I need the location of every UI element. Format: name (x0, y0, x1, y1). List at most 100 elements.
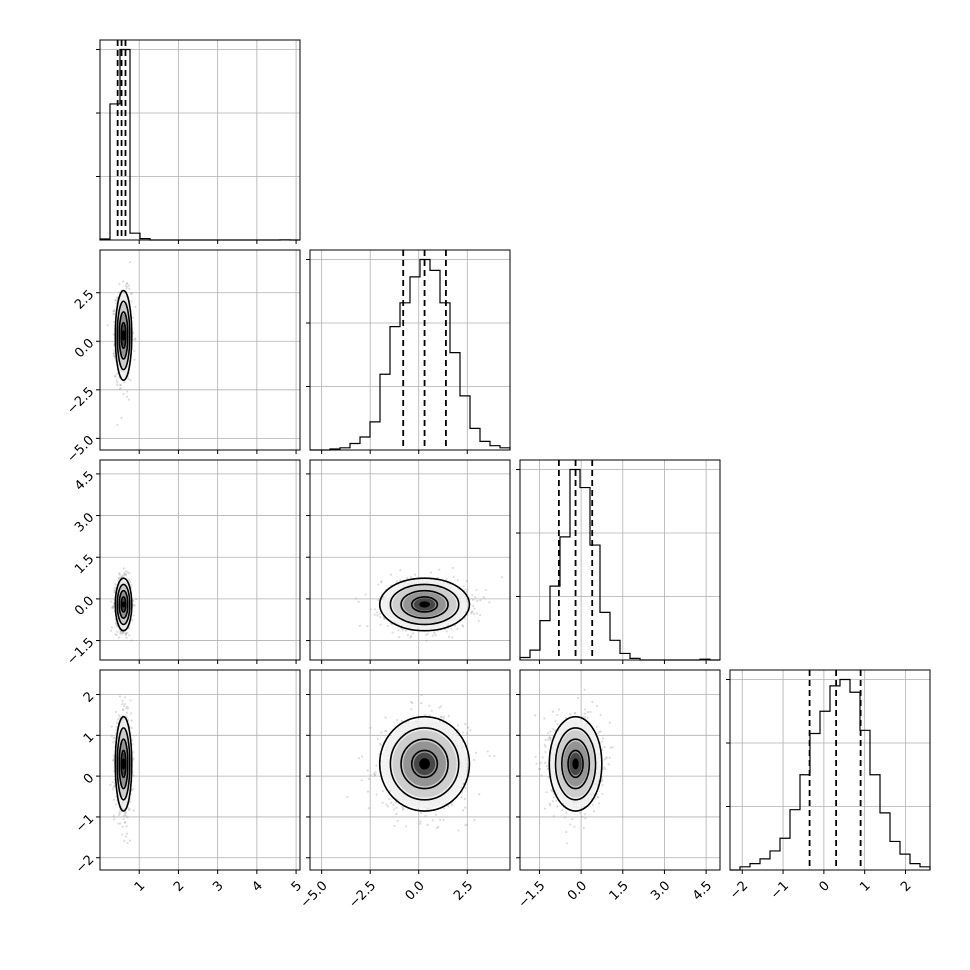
sample-point (442, 715, 446, 718)
sample-point (366, 769, 369, 772)
sample-point (113, 349, 116, 352)
y-tick-label: 0 (81, 771, 97, 787)
sample-point (404, 629, 408, 632)
sample-point (383, 730, 387, 733)
sample-point (122, 393, 125, 396)
sample-point (130, 292, 133, 295)
sample-point (133, 604, 136, 607)
sample-point (488, 754, 491, 757)
sample-point (420, 702, 423, 705)
sample-point (372, 772, 376, 775)
sample-point (410, 700, 413, 704)
sample-point (473, 818, 476, 821)
panel-2-2 (516, 459, 721, 664)
sample-point (115, 728, 118, 731)
sample-point (133, 358, 136, 361)
sample-point (358, 624, 361, 627)
sample-point (119, 632, 122, 635)
sample-point (410, 708, 413, 711)
sample-point (121, 699, 124, 703)
sample-point (433, 632, 436, 635)
sample-point (121, 825, 124, 828)
sample-point (128, 839, 132, 842)
sample-point (398, 636, 401, 639)
sample-point (381, 801, 384, 804)
sample-point (122, 708, 125, 711)
sample-point (112, 759, 115, 762)
sample-point (470, 610, 473, 614)
sample-point (128, 580, 132, 583)
sample-point (130, 584, 133, 587)
sample-point (600, 780, 603, 783)
sample-point (112, 606, 115, 609)
sample-point (600, 778, 604, 781)
sample-point (123, 821, 127, 824)
sample-point (591, 700, 594, 704)
sample-point (442, 818, 445, 822)
sample-point (402, 807, 405, 810)
panel-1-0: −5.0−2.50.02.5 (64, 249, 301, 466)
sample-point (130, 291, 134, 295)
sample-point (406, 577, 409, 580)
sample-point (129, 800, 132, 803)
sample-point (411, 701, 414, 705)
sample-point (114, 710, 117, 714)
sample-point (478, 793, 481, 796)
sample-point (478, 613, 482, 617)
sample-point (124, 811, 127, 814)
sample-point (114, 375, 117, 378)
sample-point (121, 708, 124, 712)
sample-point (360, 779, 363, 782)
sample-point (127, 377, 130, 380)
sample-point (124, 811, 127, 815)
sample-point (118, 282, 121, 286)
sample-point (391, 631, 394, 634)
sample-point (113, 784, 116, 787)
sample-point (123, 705, 126, 708)
sample-point (430, 709, 433, 712)
sample-point (462, 585, 465, 588)
sample-point (125, 707, 128, 710)
x-tick-label: −5.0 (298, 878, 331, 911)
sample-point (129, 712, 133, 715)
sample-point (486, 750, 489, 753)
panel-content (346, 693, 496, 832)
sample-point (114, 633, 117, 636)
y-tick-label: −1 (73, 812, 97, 836)
sample-point (127, 707, 130, 710)
sample-point (112, 759, 115, 763)
sample-point (420, 693, 423, 697)
sample-point (377, 598, 380, 602)
sample-point (130, 726, 133, 730)
sample-point (379, 623, 382, 626)
sample-point (462, 783, 465, 786)
sample-point (466, 588, 469, 591)
sample-point (488, 601, 491, 604)
sample-point (409, 636, 412, 639)
sample-point (128, 287, 131, 290)
sample-point (431, 819, 434, 822)
sample-point (366, 790, 370, 793)
sample-point (380, 581, 383, 584)
sample-point (116, 423, 119, 427)
sample-point (115, 302, 118, 305)
y-tick-label: 3.0 (72, 510, 97, 535)
x-tick-label: 2 (171, 878, 187, 894)
sample-point (453, 624, 457, 627)
sample-point (376, 737, 379, 741)
sample-point (469, 729, 472, 732)
sample-point (111, 607, 114, 610)
sample-point (110, 600, 113, 603)
y-tick-label: 0.0 (72, 336, 97, 361)
sample-point (346, 795, 349, 799)
sample-point (440, 705, 443, 708)
sample-point (133, 338, 137, 341)
sample-point (419, 811, 423, 815)
sample-point (123, 703, 127, 706)
contour-line (389, 583, 460, 626)
sample-point (133, 349, 136, 353)
sample-point (442, 717, 445, 720)
sample-point (115, 721, 118, 724)
sample-point (401, 808, 404, 811)
density-peak (121, 758, 126, 770)
